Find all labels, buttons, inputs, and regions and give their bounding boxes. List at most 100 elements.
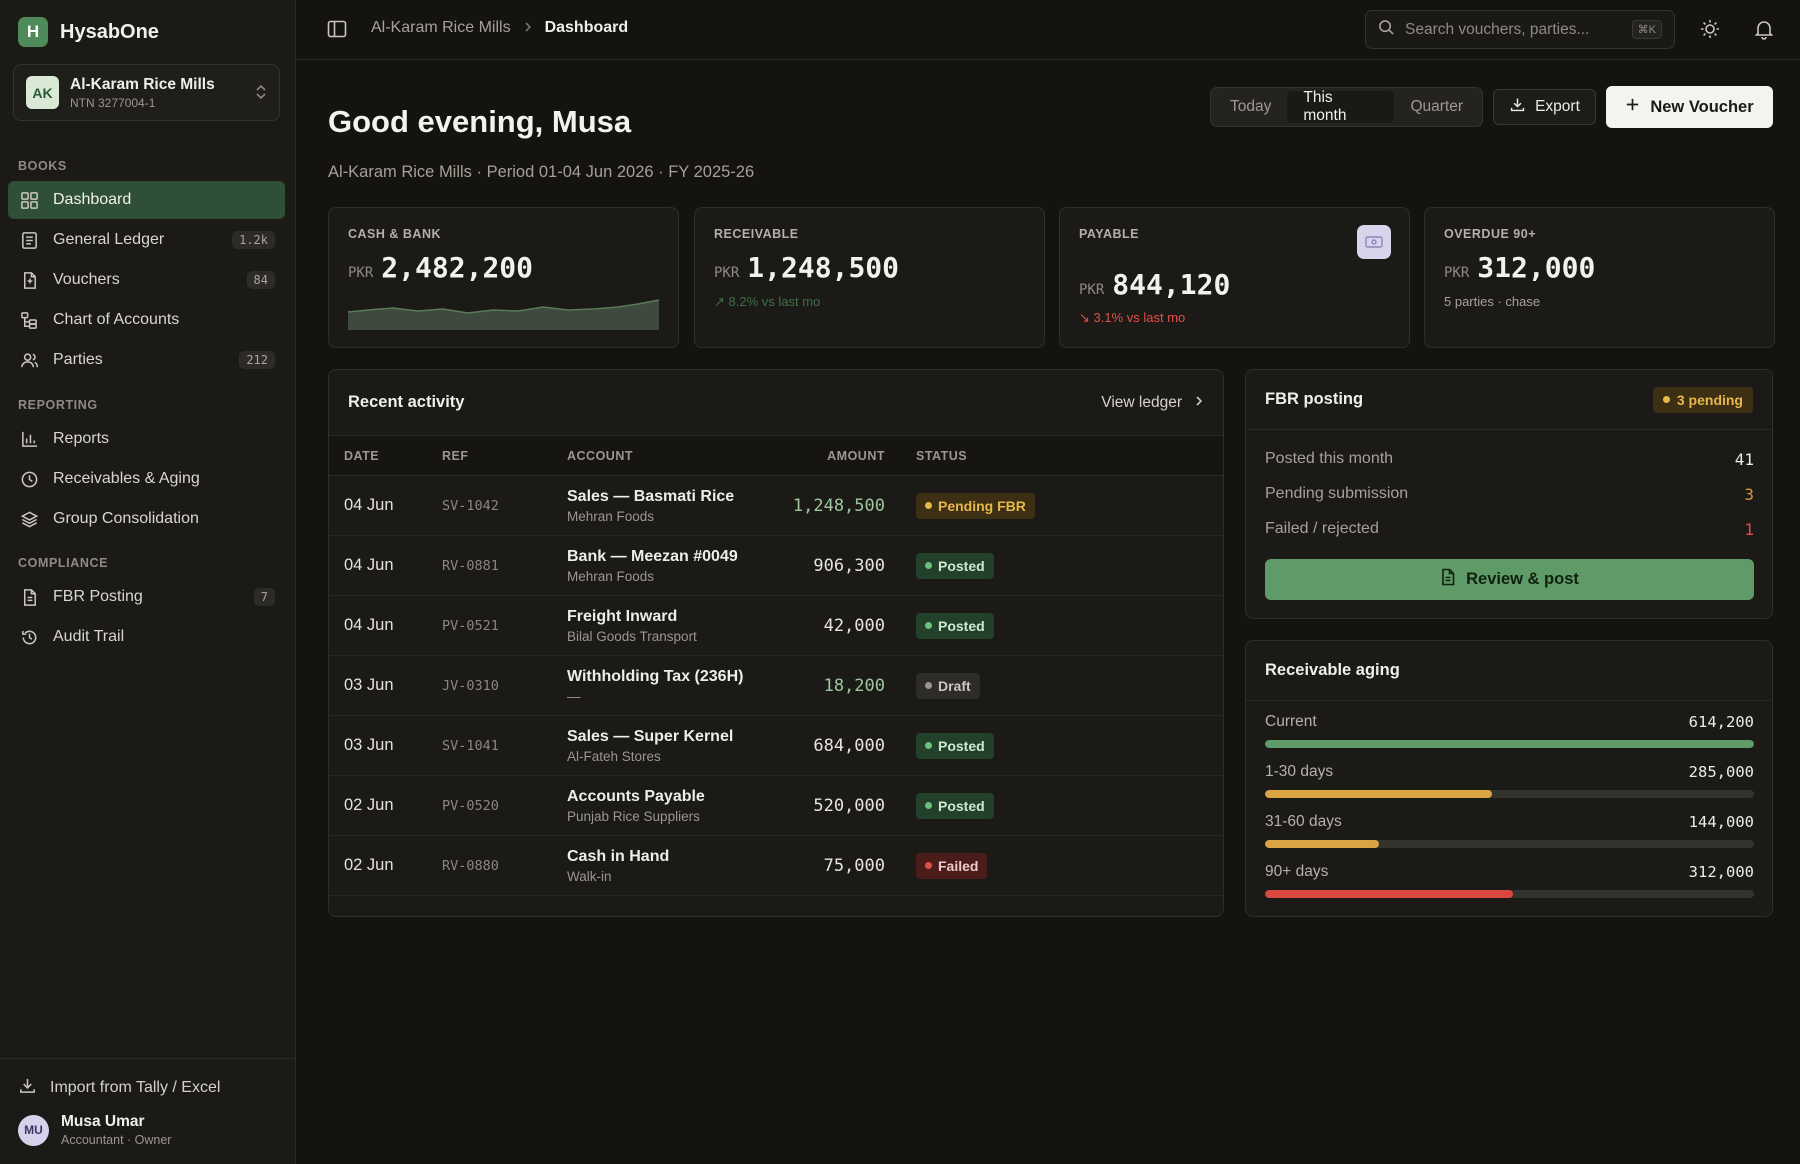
kpi-card-payable[interactable]: PAYABLE PKR 844,120 ↘ 3.1% vs last mo xyxy=(1059,207,1410,348)
page-title: Good evening, Musa xyxy=(328,104,632,139)
table-row[interactable]: 03 Jun JV-0310 Withholding Tax (236H) — 18,2… xyxy=(329,656,1223,716)
row-party: Bilal Goods Transport xyxy=(567,628,697,644)
pending-label: 3 pending xyxy=(1676,391,1743,408)
row-ref[interactable]: RV-0880 xyxy=(442,857,499,874)
breadcrumb-org[interactable]: Al-Karam Rice Mills xyxy=(371,19,511,36)
sidebar-item-parties[interactable]: Parties 212 xyxy=(8,341,285,379)
aging-bucket: Current 614,200 xyxy=(1265,713,1754,748)
bell-icon[interactable] xyxy=(1753,18,1775,40)
sidebar-item-receivables-aging[interactable]: Receivables & Aging xyxy=(8,460,285,498)
kpi-card-cash-bank[interactable]: CASH & BANK PKR 2,482,200 xyxy=(328,207,679,348)
status-dot xyxy=(925,742,932,749)
card-title: Recent activity xyxy=(348,393,465,411)
document-icon xyxy=(19,587,39,607)
row-account: Sales — Super Kernel xyxy=(567,727,734,745)
new-voucher-button[interactable]: New Voucher xyxy=(1606,86,1773,128)
history-icon xyxy=(19,627,39,647)
stat-label: Posted this month xyxy=(1265,450,1394,467)
kpi-card-receivable[interactable]: RECEIVABLE PKR 1,248,500 ↗ 8.2% vs last … xyxy=(694,207,1045,348)
sun-icon[interactable] xyxy=(1699,18,1721,40)
row-amount: 18,200 xyxy=(823,675,885,696)
row-amount: 75,000 xyxy=(823,855,885,876)
kpi-label: OVERDUE 90+ xyxy=(1444,227,1536,241)
sidebar-item-fbr-posting[interactable]: FBR Posting 7 xyxy=(8,578,285,616)
table-row[interactable]: 04 Jun SV-1042 Sales — Basmati Rice Mehran … xyxy=(329,476,1223,536)
search-input[interactable]: Search vouchers, parties... ⌘K xyxy=(1365,10,1675,49)
sidebar-item-chart-of-accounts[interactable]: Chart of Accounts xyxy=(8,301,285,339)
bucket-value: 312,000 xyxy=(1688,863,1754,881)
period-this-month[interactable]: This month xyxy=(1287,89,1395,124)
review-post-button[interactable]: Review & post xyxy=(1265,559,1754,600)
brand[interactable]: H HysabOne xyxy=(18,17,159,47)
bucket-value: 614,200 xyxy=(1688,713,1754,731)
sidebar-item-label: Audit Trail xyxy=(53,628,125,645)
row-party: Punjab Rice Suppliers xyxy=(567,808,700,824)
download-icon xyxy=(1509,96,1526,118)
column-header: STATUS xyxy=(916,448,968,463)
sidebar-item-label: Group Consolidation xyxy=(53,510,199,527)
row-ref[interactable]: SV-1042 xyxy=(442,497,499,514)
stat-value: 41 xyxy=(1734,450,1754,469)
table-header: DATE REF ACCOUNT AMOUNT STATUS xyxy=(329,436,1223,476)
row-ref[interactable]: SV-1041 xyxy=(442,737,499,754)
stat-value: 1 xyxy=(1744,520,1754,539)
sidebar-item-group-consolidation[interactable]: Group Consolidation xyxy=(8,500,285,538)
aging-bucket: 31-60 days 144,000 xyxy=(1265,813,1754,848)
users-icon xyxy=(19,350,39,370)
row-ref[interactable]: PV-0521 xyxy=(442,617,499,634)
row-party: Mehran Foods xyxy=(567,508,655,524)
search-placeholder: Search vouchers, parties... xyxy=(1405,20,1590,38)
column-header: DATE xyxy=(344,448,380,463)
section-label-books: BOOKS xyxy=(18,159,67,173)
row-ref[interactable]: PV-0520 xyxy=(442,797,499,814)
plus-icon xyxy=(1625,97,1640,117)
kpi-currency: PKR xyxy=(1444,265,1470,281)
user-menu[interactable]: MU Musa Umar Accountant · Owner xyxy=(18,1113,171,1147)
receivable-aging-card: Receivable aging Current 614,200 1-30 days… xyxy=(1245,640,1773,917)
review-post-label: Review & post xyxy=(1466,570,1579,588)
sidebar-item-vouchers[interactable]: Vouchers 84 xyxy=(8,261,285,299)
row-ref[interactable]: JV-0310 xyxy=(442,677,499,694)
fbr-stat-failed: Failed / rejected 1 xyxy=(1265,520,1754,539)
progress-track xyxy=(1265,840,1754,848)
import-label: Import from Tally / Excel xyxy=(50,1079,221,1096)
table-row[interactable]: 04 Jun PV-0521 Freight Inward Bilal Goods T… xyxy=(329,596,1223,656)
table-row[interactable]: 03 Jun SV-1041 Sales — Super Kernel Al-Fate… xyxy=(329,716,1223,776)
recent-activity-card: Recent activity View ledger DATE REF ACC… xyxy=(328,369,1224,917)
stat-value: 3 xyxy=(1744,485,1754,504)
topbar: Al-Karam Rice Mills Dashboard Search vou… xyxy=(296,0,1800,60)
kpi-card-overdue[interactable]: OVERDUE 90+ PKR 312,000 5 parties · chas… xyxy=(1424,207,1775,348)
status-label: Draft xyxy=(938,677,971,694)
table-row[interactable]: 02 Jun RV-0880 Cash in Hand Walk-in 75,000 Fa… xyxy=(329,836,1223,896)
row-ref[interactable]: RV-0881 xyxy=(442,557,499,574)
table-body: 04 Jun SV-1042 Sales — Basmati Rice Mehran … xyxy=(329,476,1223,896)
status-label: Failed xyxy=(938,857,979,874)
table-row[interactable]: 02 Jun PV-0520 Accounts Payable Punjab Rice… xyxy=(329,776,1223,836)
org-switcher[interactable]: AK Al-Karam Rice Mills NTN 3277004-1 xyxy=(13,64,280,121)
period-today[interactable]: Today xyxy=(1230,98,1272,115)
table-row[interactable]: 04 Jun RV-0881 Bank — Meezan #0049 Mehran F… xyxy=(329,536,1223,596)
sidebar-toggle-icon[interactable] xyxy=(326,18,348,40)
import-tally-excel-button[interactable]: Import from Tally / Excel xyxy=(18,1076,220,1100)
card-title: FBR posting xyxy=(1265,390,1364,408)
fbr-stat-pending: Pending submission 3 xyxy=(1265,485,1754,504)
kpi-label: PAYABLE xyxy=(1079,227,1140,241)
status-dot xyxy=(1662,396,1670,403)
row-amount: 520,000 xyxy=(813,795,885,816)
view-ledger-link[interactable]: View ledger xyxy=(1101,394,1204,412)
period-quarter[interactable]: Quarter xyxy=(1410,98,1463,115)
kpi-value: 844,120 xyxy=(1112,268,1231,301)
view-ledger-label: View ledger xyxy=(1101,393,1182,411)
sidebar-item-label: Dashboard xyxy=(53,191,132,208)
bar-chart-icon xyxy=(19,429,39,449)
layers-icon xyxy=(19,509,39,529)
sidebar-item-general-ledger[interactable]: General Ledger 1.2k xyxy=(8,221,285,259)
sidebar-item-dashboard[interactable]: Dashboard xyxy=(8,181,285,219)
export-button[interactable]: Export xyxy=(1493,89,1596,125)
cash-icon xyxy=(1357,225,1391,259)
row-date: 04 Jun xyxy=(344,556,394,574)
kpi-currency: PKR xyxy=(714,265,740,281)
sidebar-item-audit-trail[interactable]: Audit Trail xyxy=(8,618,285,656)
clock-icon xyxy=(19,469,39,489)
sidebar-item-reports[interactable]: Reports xyxy=(8,420,285,458)
